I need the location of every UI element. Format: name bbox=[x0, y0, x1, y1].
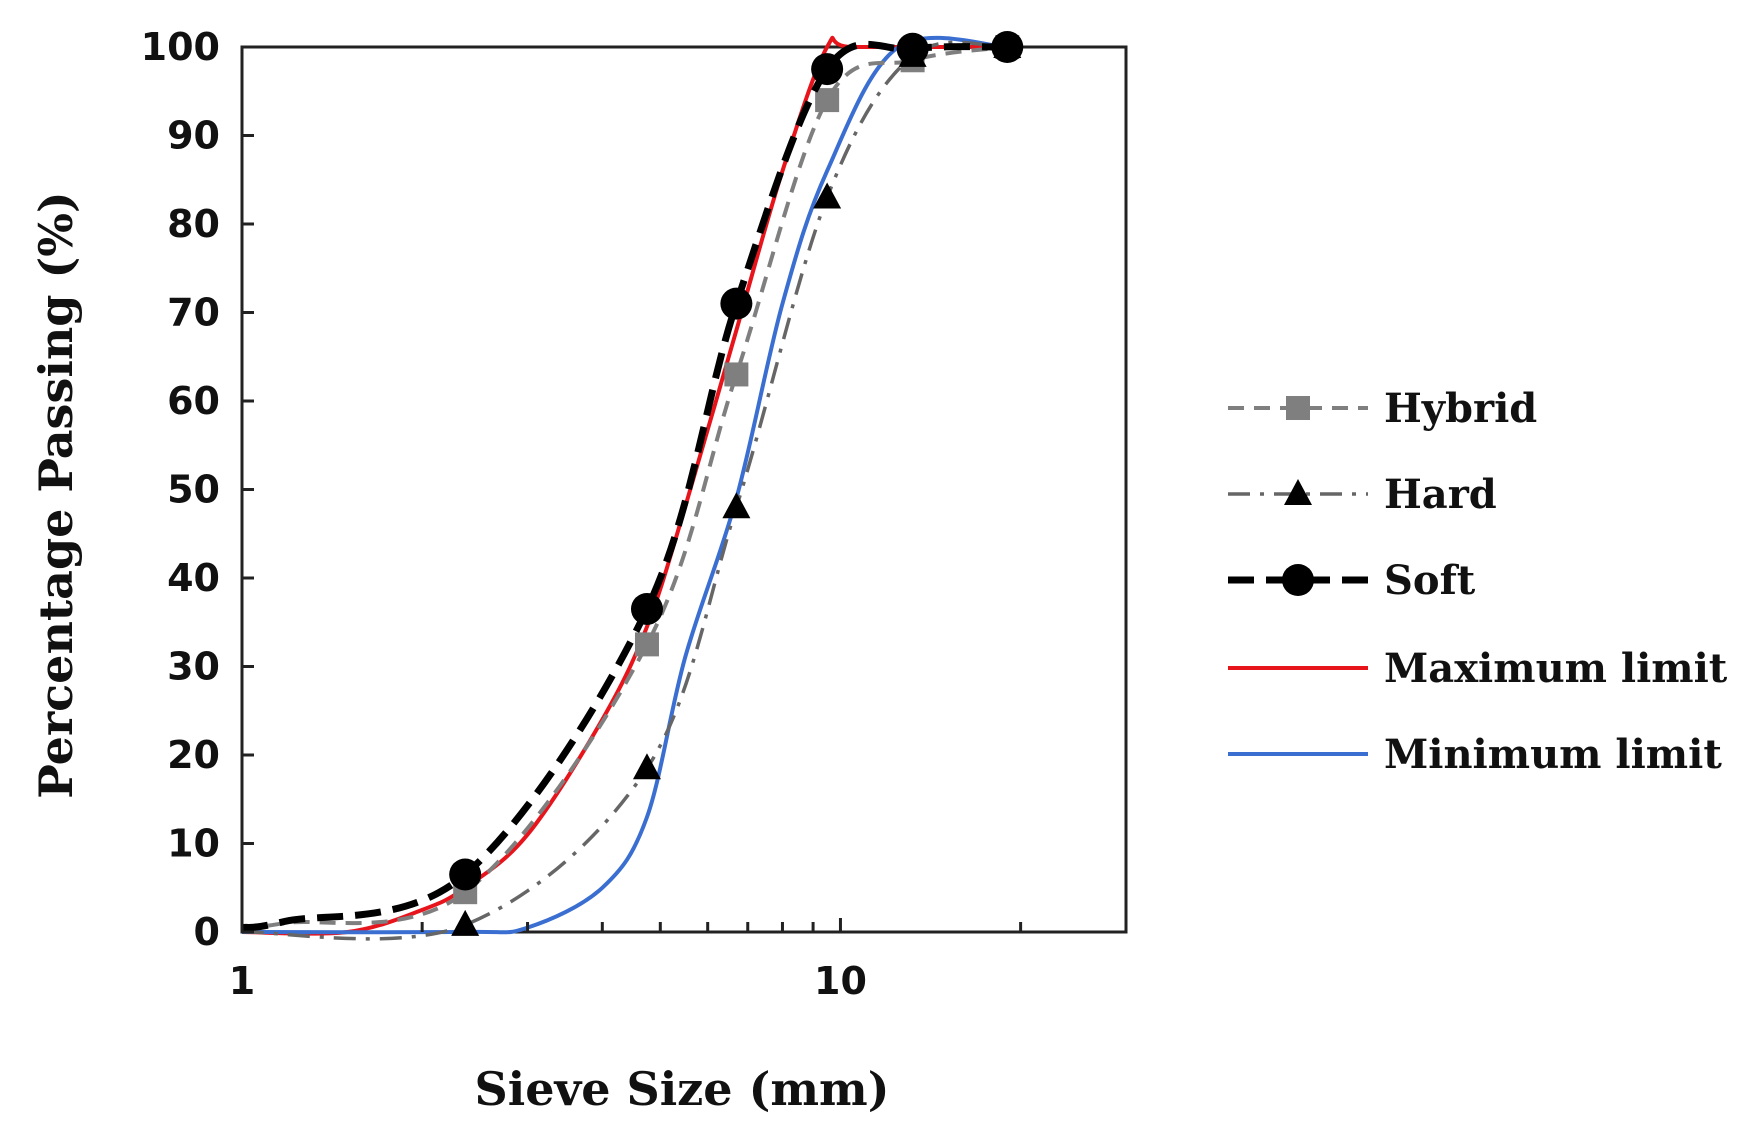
x-tick-label: 1 bbox=[229, 959, 255, 1003]
legend-label-maximum-limit: Maximum limit bbox=[1384, 645, 1728, 692]
data-point-soft bbox=[449, 858, 482, 891]
legend-item-soft: Soft bbox=[1228, 557, 1476, 604]
data-point-soft bbox=[630, 592, 663, 625]
series-layer bbox=[241, 31, 1024, 941]
x-axis-title: Sieve Size (mm) bbox=[475, 1062, 890, 1116]
series-line-hybrid bbox=[241, 45, 1008, 930]
legend-label-hard: Hard bbox=[1384, 471, 1497, 518]
data-point-hybrid bbox=[815, 88, 840, 113]
y-tick-label: 70 bbox=[167, 291, 220, 335]
data-point-hard bbox=[451, 909, 480, 936]
y-tick-label: 40 bbox=[167, 556, 220, 600]
data-point-hard bbox=[722, 492, 751, 519]
data-point-hard bbox=[813, 182, 842, 209]
legend-label-minimum-limit: Minimum limit bbox=[1384, 731, 1722, 778]
series-line-minimum-limit bbox=[241, 35, 1008, 935]
series-minimum-limit bbox=[241, 35, 1008, 935]
y-tick-label: 50 bbox=[167, 468, 220, 512]
data-point-soft bbox=[991, 31, 1024, 63]
legend-marker-hybrid bbox=[1286, 396, 1310, 420]
series-maximum-limit bbox=[241, 35, 1008, 936]
y-tick-label: 100 bbox=[141, 25, 220, 69]
legend-item-hybrid: Hybrid bbox=[1228, 385, 1537, 432]
series-line-hard bbox=[241, 40, 1008, 941]
legend-marker-soft bbox=[1282, 564, 1314, 596]
data-point-hybrid bbox=[634, 632, 659, 657]
y-tick-label: 90 bbox=[167, 114, 220, 158]
legend-label-hybrid: Hybrid bbox=[1384, 385, 1537, 432]
plot-area-border bbox=[240, 45, 1128, 934]
legend-item-hard: Hard bbox=[1228, 471, 1497, 518]
data-point-soft bbox=[811, 53, 844, 86]
data-point-hard bbox=[632, 753, 661, 780]
series-hard bbox=[241, 32, 1022, 941]
legend-item-minimum-limit: Minimum limit bbox=[1228, 731, 1722, 778]
data-point-soft bbox=[720, 287, 753, 320]
series-line-maximum-limit bbox=[241, 35, 1008, 936]
y-tick-label: 20 bbox=[167, 733, 220, 777]
y-tick-label: 80 bbox=[167, 202, 220, 246]
data-point-soft bbox=[896, 32, 929, 65]
plot-frame bbox=[240, 45, 1128, 934]
y-tick-label: 60 bbox=[167, 379, 220, 423]
data-point-hybrid bbox=[724, 362, 749, 387]
legend-marker-hard bbox=[1284, 479, 1312, 505]
y-tick-label: 0 bbox=[194, 910, 220, 954]
legend-label-soft: Soft bbox=[1384, 557, 1476, 604]
series-soft bbox=[241, 31, 1024, 932]
y-tick-label: 30 bbox=[167, 645, 220, 689]
legend-item-maximum-limit: Maximum limit bbox=[1228, 645, 1728, 692]
series-hybrid bbox=[241, 35, 1020, 930]
series-line-soft bbox=[241, 40, 1008, 932]
y-axis-title: Percentage Passing (%) bbox=[29, 191, 83, 798]
x-tick-label: 10 bbox=[814, 959, 867, 1003]
legend: Hybrid Hard Soft Maximum limit Minimum limit bbox=[1228, 385, 1728, 778]
y-tick-label: 10 bbox=[167, 822, 220, 866]
